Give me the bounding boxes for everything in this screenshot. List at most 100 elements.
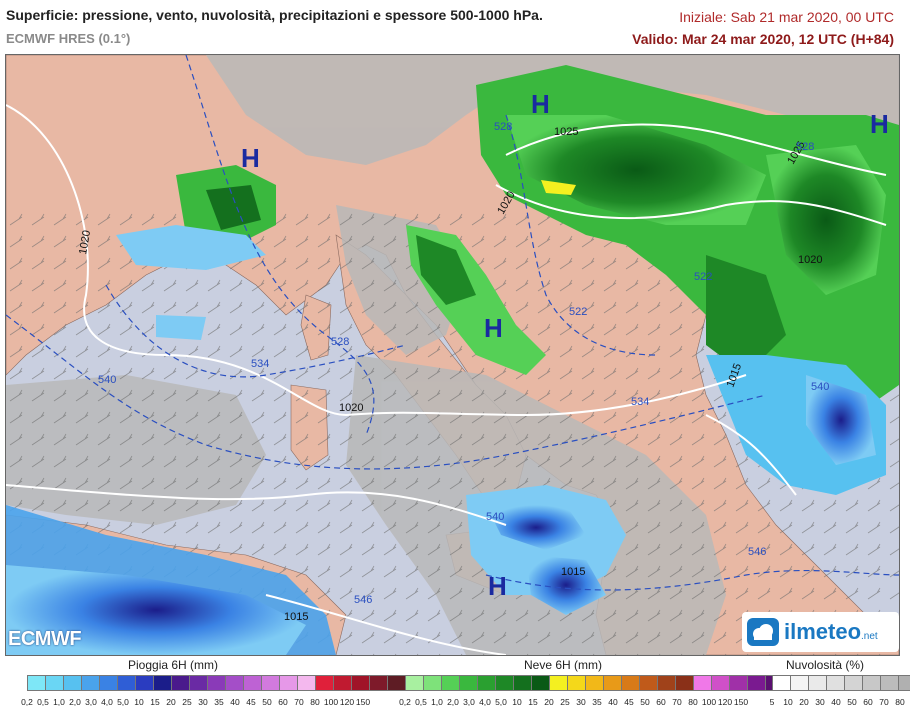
rain-tick-label: 35 [214, 697, 224, 707]
snow-swatch [531, 675, 550, 691]
rain-swatch [333, 675, 352, 691]
rain-swatch [117, 675, 136, 691]
rain-tick-label: 120 [339, 697, 355, 707]
rain-swatch [45, 675, 64, 691]
snow-tick-label: 70 [672, 697, 682, 707]
rain-tick-label: 80 [310, 697, 320, 707]
snow-swatch [567, 675, 586, 691]
snow-tick-label: 3,0 [463, 697, 475, 707]
rain-areas [6, 225, 886, 655]
model-label: ECMWF HRES (0.1°) [6, 31, 131, 46]
rain-swatch [351, 675, 370, 691]
cloud-color-scale [772, 675, 910, 691]
snow-tick-label: 2,0 [447, 697, 459, 707]
rain-tick-label: 45 [246, 697, 256, 707]
snow-swatch [459, 675, 478, 691]
rain-tick-label: 4,0 [101, 697, 113, 707]
clouds-tick-label: 50 [847, 697, 857, 707]
clouds-swatch [808, 675, 827, 691]
isobar-label: 1025 [554, 126, 578, 138]
isobar-label: 1015 [284, 611, 308, 623]
thickness-lines [6, 55, 899, 591]
thickness-label: 546 [354, 594, 372, 606]
isobar-label: 1020 [77, 229, 93, 255]
rain-swatch [243, 675, 262, 691]
thickness-label: 528 [494, 121, 512, 133]
rain-swatch [153, 675, 172, 691]
rain-swatch [63, 675, 82, 691]
pressure-center-high: H [488, 571, 507, 601]
snow-tick-label: 5,0 [495, 697, 507, 707]
rain-legend-title: Pioggia 6H (mm) [128, 658, 219, 672]
snow-swatch [495, 675, 514, 691]
snow-tick-label: 35 [592, 697, 602, 707]
snow-swatch [603, 675, 622, 691]
rain-tick-label: 15 [150, 697, 160, 707]
snow-swatch [585, 675, 604, 691]
clouds-swatch [844, 675, 863, 691]
clouds-tick-label: 5 [769, 697, 775, 707]
rain-tick-label: 0,5 [37, 697, 49, 707]
rain-swatch [387, 675, 406, 691]
thickness-label: 522 [569, 306, 587, 318]
isobar-label: 1020 [339, 402, 363, 414]
pressure-center-high: H [241, 143, 260, 173]
ilmeteo-logo-suffix: .net [861, 630, 878, 642]
rain-tick-label: 3,0 [85, 697, 97, 707]
pressure-center-high: H [870, 109, 889, 139]
clouds-swatch [826, 675, 845, 691]
rain-tick-label: 10 [134, 697, 144, 707]
snow-swatch [711, 675, 730, 691]
rain-swatch [207, 675, 226, 691]
thickness-label: 522 [694, 271, 712, 283]
rain-tick-label: 40 [230, 697, 240, 707]
snow-swatch [693, 675, 712, 691]
clouds-tick-label: 20 [799, 697, 809, 707]
weather-map: H H H H H 1020 1025 1020 1025 1020 1015 … [5, 54, 900, 656]
pressure-center-high: H [484, 313, 503, 343]
thickness-label: 534 [251, 358, 269, 370]
thickness-label: 534 [631, 396, 649, 408]
ecmwf-logo-text: ECMWF [8, 628, 82, 650]
rain-swatch [369, 675, 388, 691]
snow-scale-ticks: 0,2 0,5 1,0 2,0 3,0 4,0 5,0 10 15 20 25 30 35 40 45 50 6… [397, 697, 749, 707]
snow-tick-label: 1,0 [431, 697, 443, 707]
thickness-label: 528 [331, 336, 349, 348]
rain-swatch [315, 675, 334, 691]
snow-swatch [639, 675, 658, 691]
isobar-label: 1015 [561, 566, 585, 578]
clouds-tick-label: 10 [783, 697, 793, 707]
isobars [6, 104, 887, 655]
snow-swatch [675, 675, 694, 691]
rain-color-scale [27, 675, 416, 691]
rain-swatch [27, 675, 46, 691]
rain-tick-label: 30 [198, 697, 208, 707]
snow-tick-label: 45 [624, 697, 634, 707]
thickness-label: 540 [486, 511, 504, 523]
rain-swatch [189, 675, 208, 691]
rain-tick-label: 5,0 [117, 697, 129, 707]
snow-swatch [729, 675, 748, 691]
snow-tick-label: 40 [608, 697, 618, 707]
snow-swatch [747, 675, 766, 691]
snow-tick-label: 15 [528, 697, 538, 707]
rain-tick-label: 50 [262, 697, 272, 707]
snow-tick-label: 20 [544, 697, 554, 707]
snow-tick-label: 120 [717, 697, 733, 707]
rain-tick-label: 1,0 [53, 697, 65, 707]
clouds-tick-label: 60 [863, 697, 873, 707]
snow-tick-label: 30 [576, 697, 586, 707]
rain-tick-label: 60 [278, 697, 288, 707]
thickness-label: 540 [811, 381, 829, 393]
snow-tick-label: 25 [560, 697, 570, 707]
cloud-icon [747, 618, 779, 646]
clouds-swatch [862, 675, 881, 691]
cloud-scale-ticks: 5102030405060708090 [764, 697, 910, 707]
rain-tick-label: 100 [323, 697, 339, 707]
rain-swatch [135, 675, 154, 691]
cloud-legend-title: Nuvolosità (%) [786, 658, 865, 672]
rain-swatch [225, 675, 244, 691]
isobar-label: 1020 [798, 254, 822, 266]
clouds-tick-label: 30 [815, 697, 825, 707]
snow-color-scale [405, 675, 794, 691]
